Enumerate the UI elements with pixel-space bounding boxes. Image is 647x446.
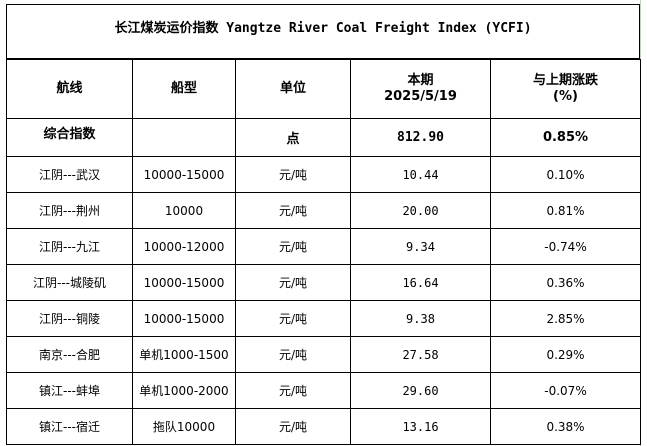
- header-period: 本期 2025/5/19: [350, 59, 491, 119]
- composite-row: 综合指数 点 812.90 0.85%: [6, 118, 641, 157]
- route-cell: 南京---合肥: [6, 336, 133, 373]
- header-unit: 单位: [235, 59, 351, 119]
- composite-change: 0.85%: [490, 118, 641, 157]
- ship-type-cell: 拖队10000: [132, 408, 236, 445]
- unit-cell: 元/吨: [235, 156, 351, 193]
- change-cell: 2.85%: [490, 300, 641, 337]
- value-cell: 9.34: [350, 228, 491, 265]
- change-cell: 0.36%: [490, 264, 641, 301]
- route-cell: 江阴---铜陵: [6, 300, 133, 337]
- unit-cell: 元/吨: [235, 372, 351, 409]
- composite-label: 综合指数: [6, 118, 133, 157]
- composite-ship-type: [132, 118, 236, 157]
- route-cell: 镇江---宿迁: [6, 408, 133, 445]
- ship-type-cell: 10000-15000: [132, 156, 236, 193]
- header-row: 航线 船型 单位 本期 2025/5/19 与上期涨跌 (%): [6, 59, 641, 119]
- unit-cell: 元/吨: [235, 336, 351, 373]
- table-row: 江阴---铜陵 10000-15000 元/吨 9.38 2.85%: [6, 300, 641, 337]
- value-cell: 16.64: [350, 264, 491, 301]
- table-row: 镇江---宿迁 拖队10000 元/吨 13.16 0.38%: [6, 408, 641, 445]
- header-change: 与上期涨跌 (%): [490, 59, 641, 119]
- ship-type-cell: 单机1000-1500: [132, 336, 236, 373]
- unit-cell: 元/吨: [235, 300, 351, 337]
- unit-cell: 元/吨: [235, 408, 351, 445]
- route-cell: 江阴---九江: [6, 228, 133, 265]
- gridline-divider: [640, 0, 641, 446]
- table-row: 江阴---九江 10000-12000 元/吨 9.34 -0.74%: [6, 228, 641, 265]
- header-change-unit: (%): [553, 89, 578, 104]
- route-cell: 镇江---蚌埠: [6, 372, 133, 409]
- table-row: 江阴---荆州 10000 元/吨 20.00 0.81%: [6, 192, 641, 229]
- unit-cell: 元/吨: [235, 192, 351, 229]
- change-cell: 0.38%: [490, 408, 641, 445]
- ship-type-cell: 10000-15000: [132, 300, 236, 337]
- change-cell: 0.81%: [490, 192, 641, 229]
- change-cell: 0.29%: [490, 336, 641, 373]
- change-cell: -0.74%: [490, 228, 641, 265]
- unit-cell: 元/吨: [235, 228, 351, 265]
- table-row: 江阴---城陵矶 10000-15000 元/吨 16.64 0.36%: [6, 264, 641, 301]
- table-row: 江阴---武汉 10000-15000 元/吨 10.44 0.10%: [6, 156, 641, 193]
- composite-unit: 点: [235, 118, 351, 157]
- ship-type-cell: 单机1000-2000: [132, 372, 236, 409]
- title-row: 长江煤炭运价指数 Yangtze River Coal Freight Inde…: [6, 4, 640, 59]
- ship-type-cell: 10000-12000: [132, 228, 236, 265]
- value-cell: 27.58: [350, 336, 491, 373]
- value-cell: 10.44: [350, 156, 491, 193]
- ship-type-cell: 10000-15000: [132, 264, 236, 301]
- table-title: 长江煤炭运价指数 Yangtze River Coal Freight Inde…: [114, 21, 532, 36]
- header-ship-type: 船型: [132, 59, 236, 119]
- ship-type-cell: 10000: [132, 192, 236, 229]
- freight-index-table: 航线 船型 单位 本期 2025/5/19 与上期涨跌 (%) 综合指数 点 8…: [6, 59, 641, 445]
- table-row: 南京---合肥 单机1000-1500 元/吨 27.58 0.29%: [6, 336, 641, 373]
- value-cell: 9.38: [350, 300, 491, 337]
- header-period-date: 2025/5/19: [384, 89, 457, 104]
- value-cell: 29.60: [350, 372, 491, 409]
- header-route: 航线: [6, 59, 133, 119]
- table-row: 镇江---蚌埠 单机1000-2000 元/吨 29.60 -0.07%: [6, 372, 641, 409]
- route-cell: 江阴---城陵矶: [6, 264, 133, 301]
- change-cell: -0.07%: [490, 372, 641, 409]
- route-cell: 江阴---荆州: [6, 192, 133, 229]
- value-cell: 20.00: [350, 192, 491, 229]
- unit-cell: 元/吨: [235, 264, 351, 301]
- composite-value: 812.90: [350, 118, 491, 157]
- route-cell: 江阴---武汉: [6, 156, 133, 193]
- change-cell: 0.10%: [490, 156, 641, 193]
- value-cell: 13.16: [350, 408, 491, 445]
- header-change-label: 与上期涨跌: [532, 73, 598, 88]
- header-period-label: 本期: [407, 73, 434, 88]
